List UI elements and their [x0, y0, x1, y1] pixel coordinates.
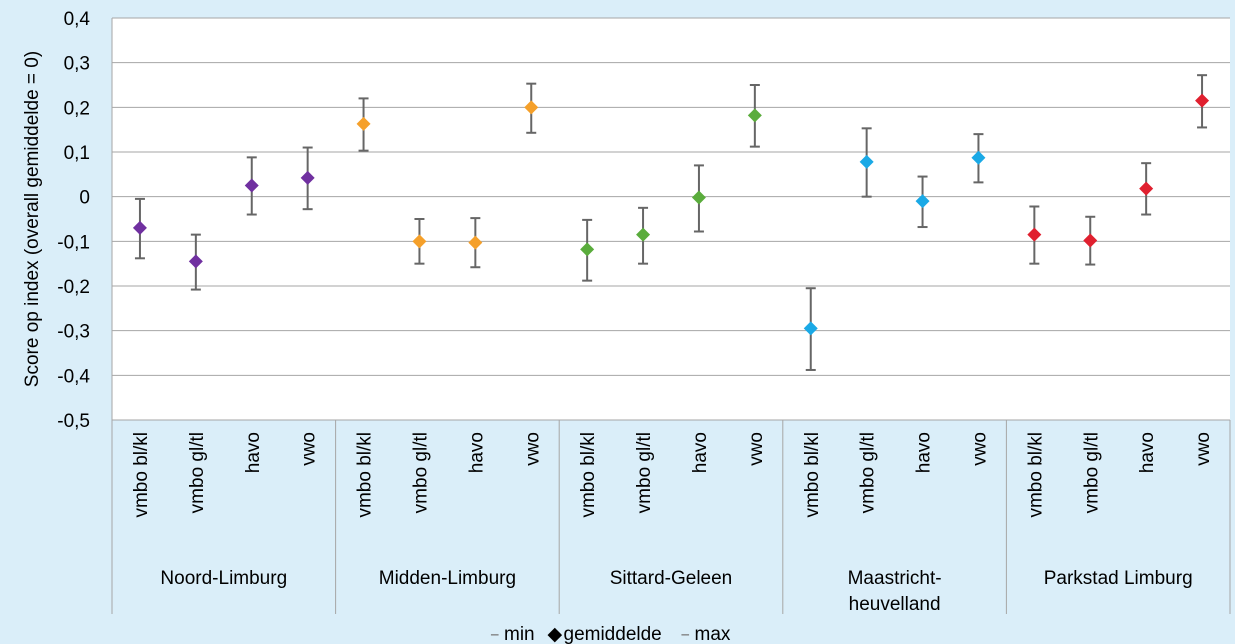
group-label: heuvelland — [849, 594, 941, 615]
category-label: vmbo gl/tl — [187, 432, 208, 513]
category-label: vwo — [1193, 432, 1214, 466]
mean-marker — [300, 170, 315, 185]
plot-area — [112, 18, 1230, 420]
mean-marker — [803, 321, 818, 336]
category-label: vmbo bl/kl — [578, 432, 599, 518]
y-axis-title: Score op index (overall gemiddelde = 0) — [22, 51, 43, 387]
legend: – min ◆ gemiddelde – max — [490, 623, 731, 644]
y-tick-label: 0,4 — [64, 9, 91, 30]
y-tick-label: 0,3 — [64, 54, 90, 75]
category-label: vwo — [299, 432, 320, 466]
mean-marker — [132, 220, 147, 235]
category-label: vmbo gl/tl — [1081, 432, 1102, 513]
mean-marker — [468, 235, 483, 250]
mean-marker — [524, 100, 539, 115]
category-label: vmbo gl/tl — [410, 432, 431, 513]
group-label: Parkstad Limburg — [1044, 568, 1193, 589]
category-label: vmbo bl/kl — [355, 432, 376, 518]
group-label: Noord-Limburg — [160, 568, 287, 589]
y-tick-label: -0,5 — [57, 411, 90, 432]
legend-label: min — [504, 624, 535, 644]
group-label: Maastricht- — [848, 568, 942, 589]
data-marks — [132, 74, 1210, 371]
category-label: vwo — [746, 432, 767, 466]
mean-marker — [580, 242, 595, 257]
y-tick-label: -0,3 — [57, 322, 90, 343]
mean-marker — [1195, 93, 1210, 108]
category-label: havo — [1137, 432, 1158, 473]
legend-symbol: – — [681, 623, 691, 644]
y-tick-label: -0,2 — [57, 277, 90, 298]
legend-label: max — [695, 624, 731, 644]
y-tick-label: 0 — [79, 188, 90, 209]
mean-marker — [356, 116, 371, 131]
mean-marker — [412, 234, 427, 249]
category-label: vmbo bl/kl — [131, 432, 152, 518]
y-tick-label: 0,1 — [64, 143, 90, 164]
category-label: vwo — [969, 432, 990, 466]
mean-marker — [1083, 233, 1098, 248]
y-tick-label: -0,4 — [57, 366, 90, 387]
mean-marker — [971, 150, 986, 165]
mean-marker — [1027, 227, 1042, 242]
mean-marker — [747, 108, 762, 123]
mean-marker — [915, 194, 930, 209]
legend-symbol: – — [490, 623, 500, 644]
y-tick-label: -0,1 — [57, 232, 90, 253]
y-tick-label: 0,2 — [64, 98, 90, 119]
mean-marker — [636, 227, 651, 242]
mean-marker — [188, 254, 203, 269]
y-tick-labels: 0,4 0,3 0,2 0,1 0 -0,1 -0,2 -0,3 -0,4 -0,5 — [57, 9, 90, 432]
x-axis: Noord-Limburg vmbo bl/kl vmbo gl/tl havo vwo… — [111, 420, 1231, 615]
group-label: Midden-Limburg — [379, 568, 516, 589]
category-label: havo — [466, 432, 487, 473]
category-label: vwo — [522, 432, 543, 466]
legend-symbol: ◆ — [548, 623, 563, 644]
category-label: havo — [690, 432, 711, 473]
mean-marker — [1139, 181, 1154, 196]
mean-marker — [859, 154, 874, 169]
mean-marker — [691, 190, 706, 205]
category-label: vmbo bl/kl — [802, 432, 823, 518]
gridlines — [111, 17, 1230, 421]
legend-label: gemiddelde — [564, 624, 662, 644]
category-label: vmbo gl/tl — [858, 432, 879, 513]
category-label: vmbo gl/tl — [634, 432, 655, 513]
category-label: havo — [914, 432, 935, 473]
group-label: Sittard-Geleen — [610, 568, 733, 589]
category-label: vmbo bl/kl — [1025, 432, 1046, 518]
mean-marker — [244, 178, 259, 193]
category-label: havo — [243, 432, 264, 473]
